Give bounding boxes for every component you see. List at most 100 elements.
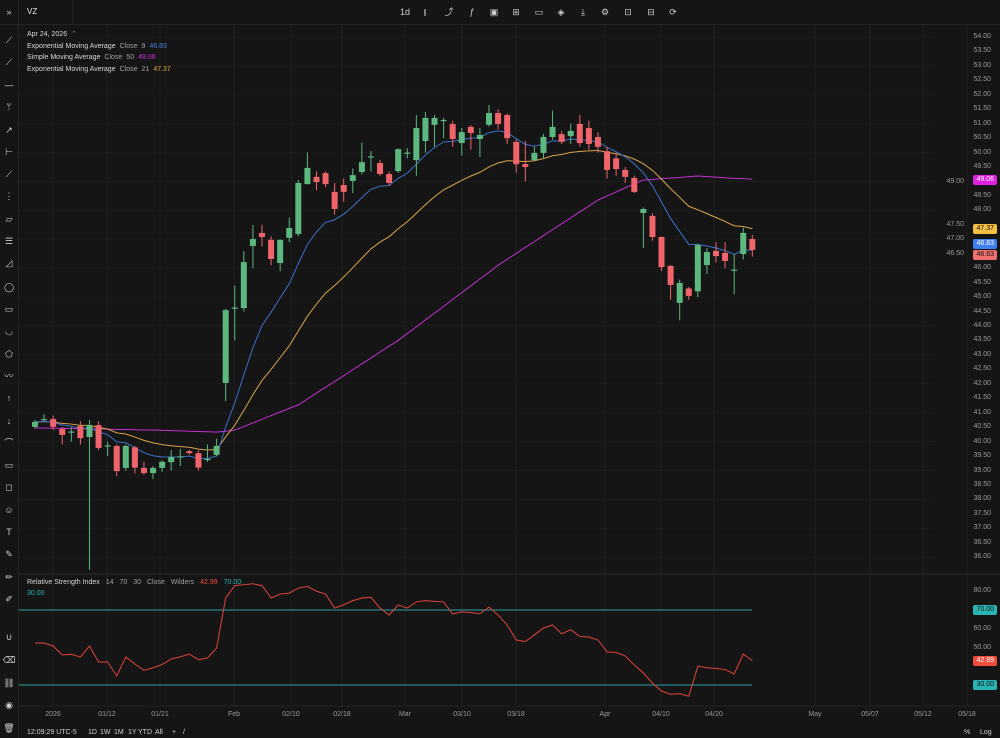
draw-button[interactable]: /: [183, 729, 185, 736]
arrow-down-icon[interactable]: ↓: [6, 416, 12, 426]
price-tick-label: 44.50: [973, 307, 991, 315]
rsi-tick-label: 50.00: [973, 643, 991, 651]
rsi-line: [35, 583, 753, 697]
percent-toggle[interactable]: %: [964, 729, 971, 736]
indicator-length: 50: [126, 54, 135, 61]
candle-down: [186, 451, 193, 454]
template-icon[interactable]: ▣: [489, 7, 499, 17]
price-tick-label: 51.00: [973, 119, 991, 127]
candle-up: [122, 445, 129, 468]
range-button-1y[interactable]: 1Y: [128, 729, 137, 736]
log-toggle[interactable]: Log: [980, 729, 992, 736]
candle-up: [640, 208, 647, 214]
candle-down: [449, 123, 456, 140]
candle-type-icon[interactable]: ⫾: [423, 7, 427, 17]
arrow-up-icon[interactable]: ↑: [6, 393, 12, 403]
candle-up: [32, 421, 38, 427]
curve-icon[interactable]: ⌒: [4, 438, 14, 448]
download-icon[interactable]: ⤓: [581, 7, 585, 17]
indicator-source: Close: [119, 65, 138, 73]
candle-up: [231, 307, 238, 309]
channel-icon[interactable]: ▱: [5, 214, 13, 224]
price-tick-label: 39.50: [973, 452, 991, 460]
arc-icon[interactable]: ◡: [5, 326, 13, 336]
range-button-1m[interactable]: 1M: [114, 729, 124, 736]
candle-down: [585, 128, 592, 144]
rectangle-icon[interactable]: ▭: [4, 304, 14, 314]
candle-down: [140, 467, 147, 474]
price-tick-label: 50.00: [973, 148, 991, 156]
legend-indicator-row[interactable]: Simple Moving Average Close 50 49.06: [27, 52, 171, 64]
pitchfork-icon[interactable]: ᛘ: [6, 102, 12, 112]
candle-down: [558, 134, 565, 142]
candle-up: [486, 113, 492, 125]
layout-icon[interactable]: ⊞: [512, 7, 520, 17]
comment-icon[interactable]: ◻: [5, 482, 13, 492]
pencil-icon[interactable]: ✏: [5, 572, 13, 582]
fx-icon[interactable]: ƒ: [469, 7, 475, 17]
candle-down: [386, 173, 393, 183]
collapse-icon[interactable]: »: [6, 7, 12, 17]
vertical-line-icon[interactable]: ⋮: [4, 191, 14, 201]
ray-icon[interactable]: ⟋: [5, 57, 13, 67]
indicator-source: Close: [104, 54, 123, 61]
candle-up: [41, 419, 48, 421]
caret-up-icon[interactable]: ⌃: [71, 31, 77, 38]
price-tick-label: 42.00: [973, 379, 991, 387]
range-button-1w[interactable]: 1W: [100, 729, 111, 736]
folder-icon[interactable]: ▭: [534, 7, 544, 17]
legend-date-row[interactable]: Apr 24, 2026 ⌃: [27, 29, 171, 41]
horizontal-ray-icon[interactable]: ⊢: [5, 147, 13, 157]
callout-icon[interactable]: ▭: [4, 460, 14, 470]
candle-up: [531, 152, 538, 161]
range-button-ytd[interactable]: YTD: [138, 729, 152, 736]
indicator-value: 49.06: [138, 54, 156, 61]
candle-down: [59, 428, 66, 435]
link-icon[interactable]: ⛓: [3, 678, 15, 688]
arrow-line-icon[interactable]: ↗: [5, 125, 13, 135]
candle-up: [277, 239, 284, 263]
ellipse-icon[interactable]: ◯: [3, 282, 15, 292]
legend-date: Apr 24, 2026: [27, 31, 68, 38]
symbol-label[interactable]: VZ: [27, 7, 38, 16]
rsi-legend[interactable]: Relative Strength Index 14 70 30 Close W…: [27, 577, 241, 599]
brush-icon[interactable]: ✎: [5, 549, 13, 559]
range-button-1d[interactable]: 1D: [88, 729, 97, 736]
fib-fan-icon[interactable]: ◿: [5, 258, 13, 268]
text-icon[interactable]: T: [6, 527, 12, 537]
open-folder-icon[interactable]: ⊡: [624, 7, 632, 17]
price-tick-label: 36.00: [973, 553, 991, 561]
highlighter-icon[interactable]: ✐: [5, 594, 13, 604]
candle-down: [658, 236, 665, 268]
eye-icon[interactable]: ◉: [5, 700, 13, 710]
save-icon[interactable]: ⊟: [647, 7, 655, 17]
top-toolbar: VZ 1d ⫾ ⤴ ƒ ▣ ⊞ ▭ ◈ ⤓ ⚙ ⊡ ⊟ ⟳: [0, 0, 1000, 25]
path-icon[interactable]: 〰: [4, 371, 14, 381]
range-button-all[interactable]: All: [155, 729, 163, 736]
add-button[interactable]: +: [172, 729, 177, 736]
legend-indicator-row[interactable]: Exponential Moving Average Close 21 47.37: [27, 64, 171, 76]
clock[interactable]: 12:09:29 UTC-5: [27, 729, 77, 736]
indicators-icon[interactable]: ⤴: [444, 7, 454, 17]
magnet-icon[interactable]: ∪: [5, 632, 13, 642]
eraser-icon[interactable]: ⌫: [2, 655, 16, 665]
refresh-icon[interactable]: ⟳: [669, 7, 677, 17]
candle-down: [722, 252, 729, 261]
layers-icon[interactable]: ◈: [557, 7, 565, 17]
horizontal-line-icon[interactable]: —: [4, 80, 14, 90]
emoji-icon[interactable]: ☺: [4, 505, 14, 515]
interval-button[interactable]: 1d: [399, 7, 410, 17]
trend-line-icon[interactable]: ⟋: [5, 35, 13, 45]
candle-up: [549, 126, 556, 137]
candle-up: [249, 239, 256, 246]
legend-indicator-row[interactable]: Exponential Moving Average Close 9 46.83: [27, 41, 171, 53]
extended-line-icon[interactable]: ⟋: [5, 169, 13, 179]
polygon-icon[interactable]: ⬠: [5, 349, 13, 359]
fib-retracement-icon[interactable]: ☰: [4, 236, 14, 246]
settings-icon[interactable]: ⚙: [600, 7, 610, 17]
trash-icon[interactable]: 🗑: [3, 723, 15, 733]
time-tick-label: Feb: [227, 711, 241, 718]
candle-down: [622, 169, 629, 177]
candle-down: [604, 151, 611, 170]
